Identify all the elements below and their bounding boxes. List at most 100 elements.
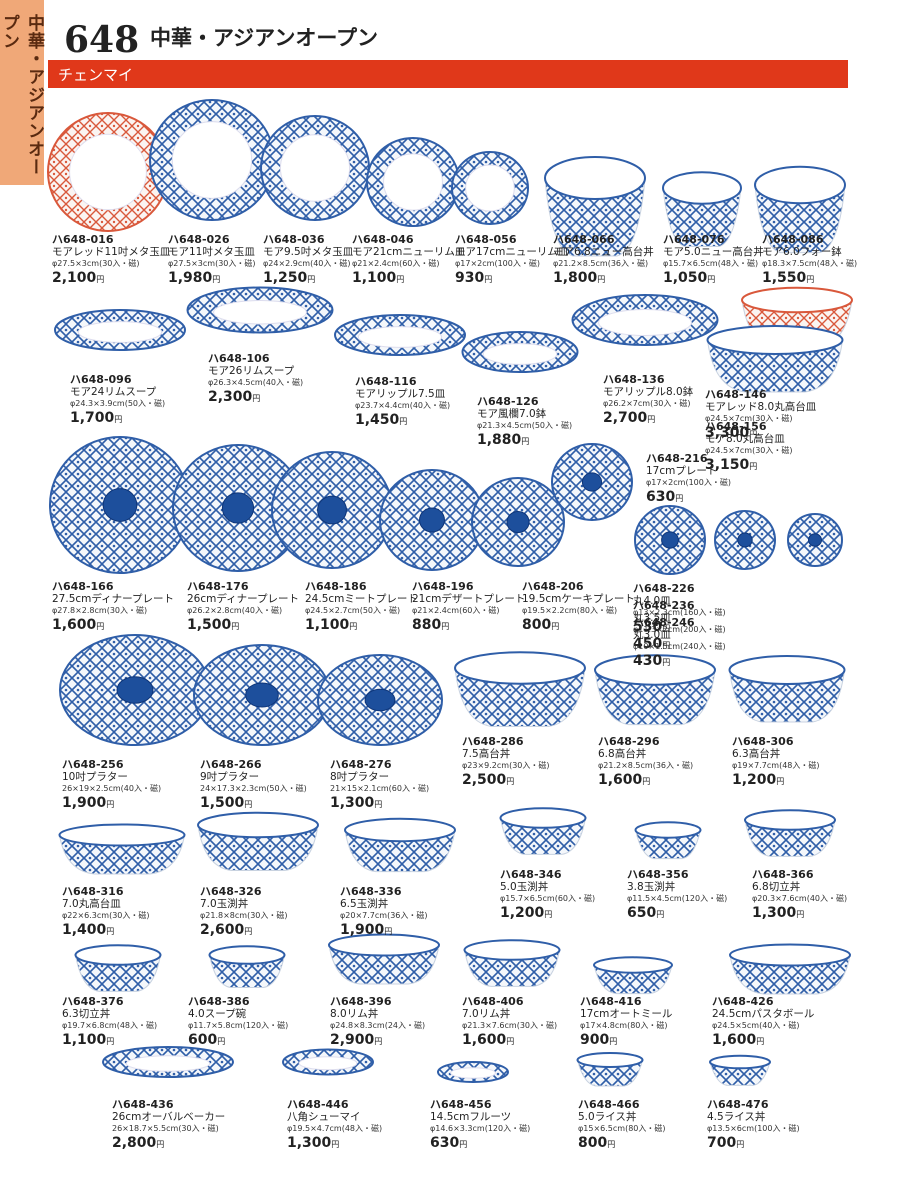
plate-well xyxy=(69,133,147,211)
bowl-rim xyxy=(594,654,716,686)
dish-image xyxy=(754,165,846,254)
item-spec: φ19.5×2.2cm(80入・磁) xyxy=(522,605,617,615)
bowl-rim xyxy=(463,939,561,961)
item-price: 1,100 xyxy=(352,270,397,286)
dish-image xyxy=(282,1048,374,1076)
price-unit: 円 xyxy=(441,622,449,631)
item-price: 1,550 xyxy=(762,270,807,286)
dish-image xyxy=(571,294,719,346)
item-code: ハ648-236 xyxy=(633,599,695,612)
item-name: 24.5cmパスタボール xyxy=(712,1008,814,1020)
item-price: 930 xyxy=(455,270,484,286)
item-price: 1,300 xyxy=(330,795,375,811)
plate-center xyxy=(581,472,603,492)
price-unit: 円 xyxy=(374,800,382,809)
item-code: ハ648-276 xyxy=(330,758,392,771)
item-price: 2,900 xyxy=(330,1032,375,1048)
item-price-line: 800円 xyxy=(578,1135,615,1151)
item-spec: 26×19×2.5cm(40入・磁) xyxy=(62,783,161,793)
item-code: ハ648-446 xyxy=(287,1098,349,1111)
item-name: 6.3高台丼 xyxy=(732,747,780,760)
item-name: 26cmディナープレート xyxy=(187,592,299,605)
item-spec: 21×15×2.1cm(60入・磁) xyxy=(330,783,429,793)
item-price: 1,900 xyxy=(340,922,385,938)
price-unit: 円 xyxy=(244,800,252,809)
price-unit: 円 xyxy=(662,624,670,633)
plate-well xyxy=(598,309,692,336)
price-unit: 円 xyxy=(607,1140,615,1149)
item-name: 8吋プラター xyxy=(330,771,389,783)
item-price: 1,300 xyxy=(752,905,797,921)
dish-image xyxy=(714,510,776,570)
item-name: 10吋プラター xyxy=(62,771,128,783)
item-spec: φ24.8×8.3cm(24入・磁) xyxy=(330,1020,425,1030)
item-code: ハ648-106 xyxy=(208,352,270,365)
item-name: 8.0リム丼 xyxy=(330,1007,378,1020)
item-name: 21cmデザートプレート xyxy=(412,592,525,605)
item-code: ハ648-286 xyxy=(462,735,524,748)
bowl-rim xyxy=(208,945,286,965)
item-price: 1,600 xyxy=(712,1032,757,1048)
dish-image xyxy=(576,1052,644,1087)
item-price: 1,700 xyxy=(70,410,115,426)
item-code: ハ648-046 xyxy=(352,233,414,246)
plate-center xyxy=(245,682,279,708)
dish-image xyxy=(208,945,286,988)
item-spec: φ19×7.7cm(48入・磁) xyxy=(732,760,820,770)
item-price: 1,500 xyxy=(187,617,232,633)
item-code: ハ648-266 xyxy=(200,758,262,771)
item-code: ハ648-226 xyxy=(633,582,695,595)
item-code: ハ648-376 xyxy=(62,995,124,1008)
item-price: 800 xyxy=(522,617,551,633)
item-name: 6.5玉渕丼 xyxy=(340,897,388,910)
item-name: 7.0玉渕丼 xyxy=(200,897,248,910)
item-price-line: 1,300円 xyxy=(752,905,804,921)
item-price-line: 1,200円 xyxy=(500,905,552,921)
dish-image xyxy=(744,809,836,857)
item-price: 530 xyxy=(633,619,662,635)
plate-well xyxy=(482,343,558,365)
item-price-line: 1,050円 xyxy=(663,270,715,286)
dish-image xyxy=(461,331,579,373)
dish-image xyxy=(593,956,673,995)
item-spec: φ17×4.8cm(80入・磁) xyxy=(580,1020,668,1030)
item-spec: 24×17.3×2.3cm(50入・磁) xyxy=(200,783,307,793)
item-code: ハ648-186 xyxy=(305,580,367,593)
item-spec: φ26.2×2.8cm(40入・磁) xyxy=(187,605,282,615)
dish-image xyxy=(728,655,846,723)
item-spec: φ18.3×7.5cm(48入・磁) xyxy=(762,258,857,268)
item-code: ハ648-386 xyxy=(188,995,250,1008)
item-name: モア6.0フォー鉢 xyxy=(762,245,842,258)
item-name: 5.0玉渕丼 xyxy=(500,880,548,893)
item-spec: φ21.2×8.5cm(36入・磁) xyxy=(598,760,693,770)
plate-center xyxy=(317,495,347,525)
item-name: 9吋プラター xyxy=(200,771,259,783)
price-unit: 円 xyxy=(707,275,715,284)
item-code: ハ648-016 xyxy=(52,233,114,246)
item-price-line: 1,980円 xyxy=(168,270,220,286)
dish-image xyxy=(74,944,162,992)
item-spec: φ24×2.9cm(40入・磁) xyxy=(263,258,351,268)
item-code: ハ648-426 xyxy=(712,995,774,1008)
price-unit: 円 xyxy=(374,1037,382,1046)
price-unit: 円 xyxy=(349,622,357,631)
dish-image xyxy=(271,451,393,569)
item-price-line: 1,450円 xyxy=(355,412,407,428)
bowl-body xyxy=(754,184,846,254)
item-code: ハ648-036 xyxy=(263,233,325,246)
item-price-line: 430円 xyxy=(633,653,670,669)
price-unit: 円 xyxy=(399,417,407,426)
item-price: 430 xyxy=(633,653,662,669)
dish-image xyxy=(54,309,186,351)
item-spec: φ21.3×4.5cm(50入・磁) xyxy=(477,420,572,430)
price-unit: 円 xyxy=(506,777,514,786)
plate-well xyxy=(465,164,515,212)
bowl-rim xyxy=(754,165,846,205)
item-name: 17cmオートミール xyxy=(580,1008,672,1020)
item-name: モア8.0丸高台皿 xyxy=(705,432,785,445)
item-name: 6.8切立丼 xyxy=(752,880,800,893)
item-price: 1,880 xyxy=(477,432,522,448)
dish-image xyxy=(544,156,646,257)
bowl-rim xyxy=(328,933,440,957)
